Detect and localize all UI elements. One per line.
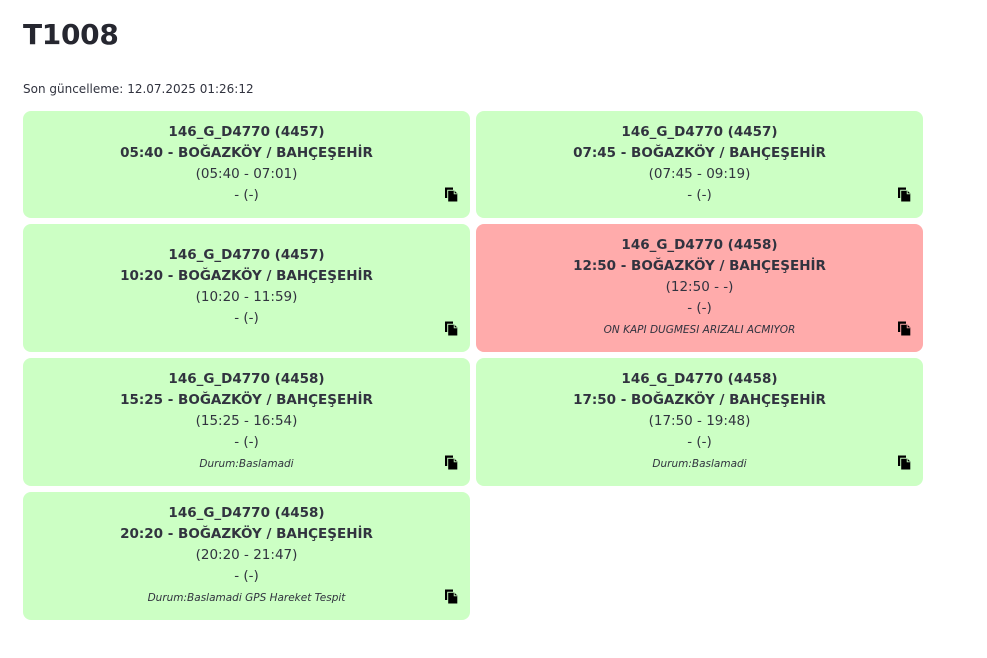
- trip-actual: - (-): [687, 300, 712, 316]
- trip-route: 05:40 - BOĞAZKÖY / BAHÇEŞEHİR: [120, 145, 373, 161]
- trip-times: (15:25 - 16:54): [195, 413, 298, 429]
- trip-card: 146_G_D4770 (4457) 05:40 - BOĞAZKÖY / BA…: [23, 111, 470, 218]
- trip-vehicle: 146_G_D4770 (4458): [621, 237, 778, 253]
- copy-icon[interactable]: [897, 187, 911, 202]
- trip-note: ON KAPI DUGMESI ARIZALI ACMIYOR: [603, 324, 796, 336]
- last-update-text: Son güncelleme: 12.07.2025 01:26:12: [23, 82, 254, 96]
- trip-card: 146_G_D4770 (4458) 15:25 - BOĞAZKÖY / BA…: [23, 358, 470, 486]
- copy-icon[interactable]: [897, 455, 911, 470]
- trip-vehicle: 146_G_D4770 (4458): [168, 371, 325, 387]
- trip-actual: - (-): [234, 434, 259, 450]
- trip-card-alert: 146_G_D4770 (4458) 12:50 - BOĞAZKÖY / BA…: [476, 224, 923, 352]
- trip-actual: - (-): [234, 568, 259, 584]
- trip-times: (10:20 - 11:59): [195, 289, 298, 305]
- trip-card: 146_G_D4770 (4457) 07:45 - BOĞAZKÖY / BA…: [476, 111, 923, 218]
- trip-card: 146_G_D4770 (4458) 17:50 - BOĞAZKÖY / BA…: [476, 358, 923, 486]
- trip-times: (05:40 - 07:01): [195, 166, 298, 182]
- trip-times: (17:50 - 19:48): [648, 413, 751, 429]
- trip-times: (20:20 - 21:47): [195, 547, 298, 563]
- copy-icon[interactable]: [444, 455, 458, 470]
- trip-note: Durum:Baslamadi: [199, 458, 294, 470]
- trip-route: 07:45 - BOĞAZKÖY / BAHÇEŞEHİR: [573, 145, 826, 161]
- trip-vehicle: 146_G_D4770 (4457): [621, 124, 778, 140]
- trip-note: Durum:Baslamadi GPS Hareket Tespit: [147, 592, 346, 604]
- trip-actual: - (-): [234, 310, 259, 326]
- copy-icon[interactable]: [444, 589, 458, 604]
- copy-icon[interactable]: [444, 321, 458, 336]
- trip-vehicle: 146_G_D4770 (4458): [168, 505, 325, 521]
- copy-icon[interactable]: [444, 187, 458, 202]
- trip-route: 17:50 - BOĞAZKÖY / BAHÇEŞEHİR: [573, 392, 826, 408]
- trip-actual: - (-): [687, 434, 712, 450]
- page-title: T1008: [23, 18, 119, 51]
- copy-icon[interactable]: [897, 321, 911, 336]
- trip-route: 15:25 - BOĞAZKÖY / BAHÇEŞEHİR: [120, 392, 373, 408]
- trip-note: Durum:Baslamadi: [652, 458, 747, 470]
- trip-times: (07:45 - 09:19): [648, 166, 751, 182]
- trip-card: 146_G_D4770 (4457) 10:20 - BOĞAZKÖY / BA…: [23, 224, 470, 352]
- trip-card-grid: 146_G_D4770 (4457) 05:40 - BOĞAZKÖY / BA…: [23, 111, 923, 620]
- trip-route: 12:50 - BOĞAZKÖY / BAHÇEŞEHİR: [573, 258, 826, 274]
- trip-vehicle: 146_G_D4770 (4458): [621, 371, 778, 387]
- trip-route: 20:20 - BOĞAZKÖY / BAHÇEŞEHİR: [120, 526, 373, 542]
- trip-route: 10:20 - BOĞAZKÖY / BAHÇEŞEHİR: [120, 268, 373, 284]
- trip-card: 146_G_D4770 (4458) 20:20 - BOĞAZKÖY / BA…: [23, 492, 470, 620]
- last-update-label: Son güncelleme:: [23, 82, 124, 96]
- trip-times: (12:50 - -): [665, 279, 734, 295]
- trip-actual: - (-): [234, 187, 259, 203]
- last-update-value: 12.07.2025 01:26:12: [127, 82, 254, 96]
- trip-actual: - (-): [687, 187, 712, 203]
- trip-vehicle: 146_G_D4770 (4457): [168, 247, 325, 263]
- trip-vehicle: 146_G_D4770 (4457): [168, 124, 325, 140]
